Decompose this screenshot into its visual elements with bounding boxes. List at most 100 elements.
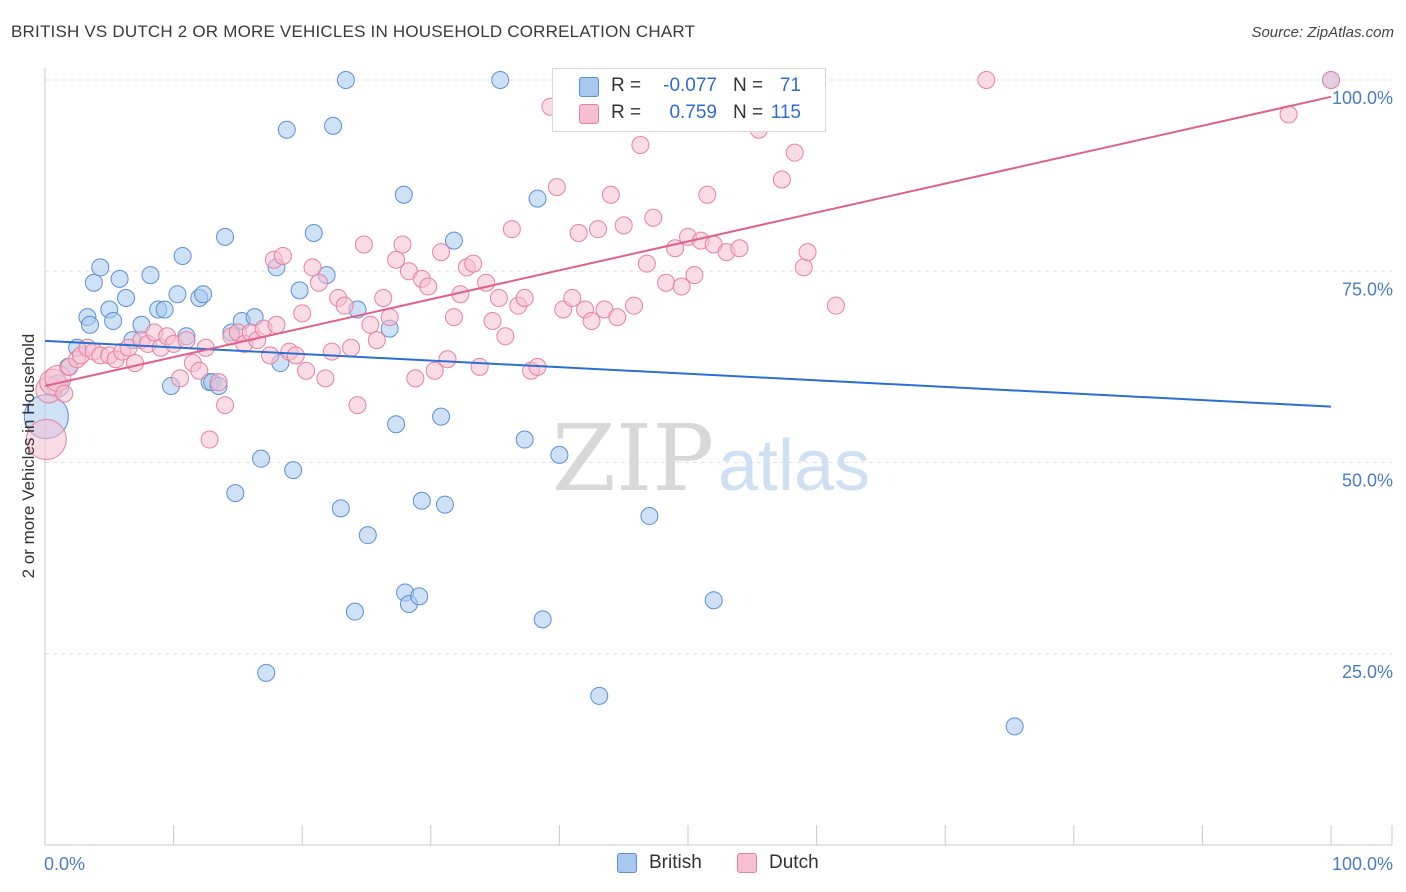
dutch-point xyxy=(444,308,463,327)
british-point xyxy=(173,246,192,265)
british-point xyxy=(336,71,355,89)
trend-lines xyxy=(44,95,1332,408)
british-point xyxy=(81,315,100,334)
dutch-point xyxy=(464,254,483,273)
british-point xyxy=(550,445,569,464)
dutch-point xyxy=(171,369,190,388)
dutch-point xyxy=(614,216,633,235)
dutch-point xyxy=(772,170,791,189)
dutch-point xyxy=(297,361,316,380)
legend-r-value: 0.759 xyxy=(669,102,717,123)
british-point xyxy=(141,266,160,285)
dutch-point xyxy=(432,243,451,262)
legend-row-dutch: R = 0.759 N = 115 xyxy=(553,101,825,127)
dutch-point xyxy=(483,311,502,330)
legend-n-label: N = xyxy=(733,102,764,123)
british-point xyxy=(84,273,103,292)
dutch-point xyxy=(393,235,412,254)
british-point xyxy=(704,591,723,610)
correlation-legend: R = -0.077 N = 71 R = 0.759 N = 115 xyxy=(552,68,826,132)
dutch-swatch xyxy=(737,853,757,873)
dutch-point xyxy=(267,315,286,334)
dutch-point xyxy=(387,250,406,269)
british-point xyxy=(226,484,245,503)
source-credit: Source: ZipAtlas.com xyxy=(1251,24,1394,41)
british-point xyxy=(155,300,174,319)
british-swatch xyxy=(579,77,599,97)
british-point xyxy=(640,507,659,526)
dutch-point xyxy=(631,136,650,155)
y-tick-label: 100.0% xyxy=(1332,88,1393,108)
dutch-point xyxy=(309,273,328,292)
legend-label-british: British xyxy=(649,852,702,873)
x-tick-label: 0.0% xyxy=(44,854,85,874)
legend-n-value: 71 xyxy=(779,75,801,96)
dutch-point xyxy=(496,327,515,346)
british-point xyxy=(533,610,552,629)
british-point xyxy=(290,281,309,300)
y-tick-label: 50.0% xyxy=(1342,471,1393,491)
dutch-point xyxy=(644,208,663,227)
british-swatch xyxy=(617,853,637,873)
british-point xyxy=(528,189,547,208)
british-point xyxy=(104,311,123,330)
dutch-point xyxy=(698,185,717,204)
dutch-point xyxy=(209,373,228,392)
british-point xyxy=(394,185,413,204)
dutch-point xyxy=(216,396,235,415)
dutch-point xyxy=(489,289,508,308)
dutch-point xyxy=(354,235,373,254)
dutch-point xyxy=(582,311,601,330)
dutch-point xyxy=(55,384,74,403)
dutch-point xyxy=(794,258,813,277)
legend-r-value: -0.077 xyxy=(663,75,717,96)
dutch-point xyxy=(730,239,749,258)
dutch-point xyxy=(672,277,691,296)
dutch-point xyxy=(286,346,305,365)
watermark-zip: ZIP xyxy=(552,405,714,512)
y-tick-label: 25.0% xyxy=(1342,662,1393,682)
dutch-point xyxy=(798,243,817,262)
dutch-point xyxy=(438,350,457,369)
dutch-point xyxy=(785,143,804,162)
british-point xyxy=(168,285,187,304)
dutch-point xyxy=(425,361,444,380)
dutch-point xyxy=(563,289,582,308)
british-point xyxy=(387,415,406,434)
legend-r-label: R = xyxy=(611,102,642,123)
dutch-point xyxy=(657,273,676,292)
dutch-point xyxy=(190,361,209,380)
dutch-point xyxy=(977,71,996,89)
dutch-point xyxy=(200,430,219,449)
dutch-point xyxy=(342,338,361,357)
british-point xyxy=(358,526,377,545)
british-trend-line xyxy=(44,339,1332,408)
dutch-point xyxy=(261,346,280,365)
legend-n-label: N = xyxy=(733,75,764,96)
british-point xyxy=(194,285,213,304)
chart-title: BRITISH VS DUTCH 2 OR MORE VEHICLES IN H… xyxy=(11,22,696,41)
x-tick-label: 100.0% xyxy=(1332,854,1393,874)
dutch-point xyxy=(547,178,566,197)
dutch-points xyxy=(25,71,1340,461)
dutch-swatch xyxy=(579,104,599,124)
dutch-point xyxy=(273,246,292,265)
dutch-point xyxy=(406,369,425,388)
dutch-point xyxy=(335,296,354,315)
british-point xyxy=(412,491,431,510)
dutch-point xyxy=(303,258,322,277)
dutch-point xyxy=(685,266,704,285)
dutch-point xyxy=(348,396,367,415)
british-point xyxy=(491,71,510,89)
dutch-point xyxy=(502,220,521,239)
british-point xyxy=(435,495,454,514)
y-axis-title: 2 or more Vehicles in Household xyxy=(19,334,38,579)
dutch-point xyxy=(608,308,627,327)
dutch-point xyxy=(515,289,534,308)
british-point xyxy=(304,224,323,242)
dutch-point xyxy=(25,419,67,461)
british-point xyxy=(117,289,136,308)
dutch-point xyxy=(624,296,643,315)
dutch-point xyxy=(470,357,489,376)
